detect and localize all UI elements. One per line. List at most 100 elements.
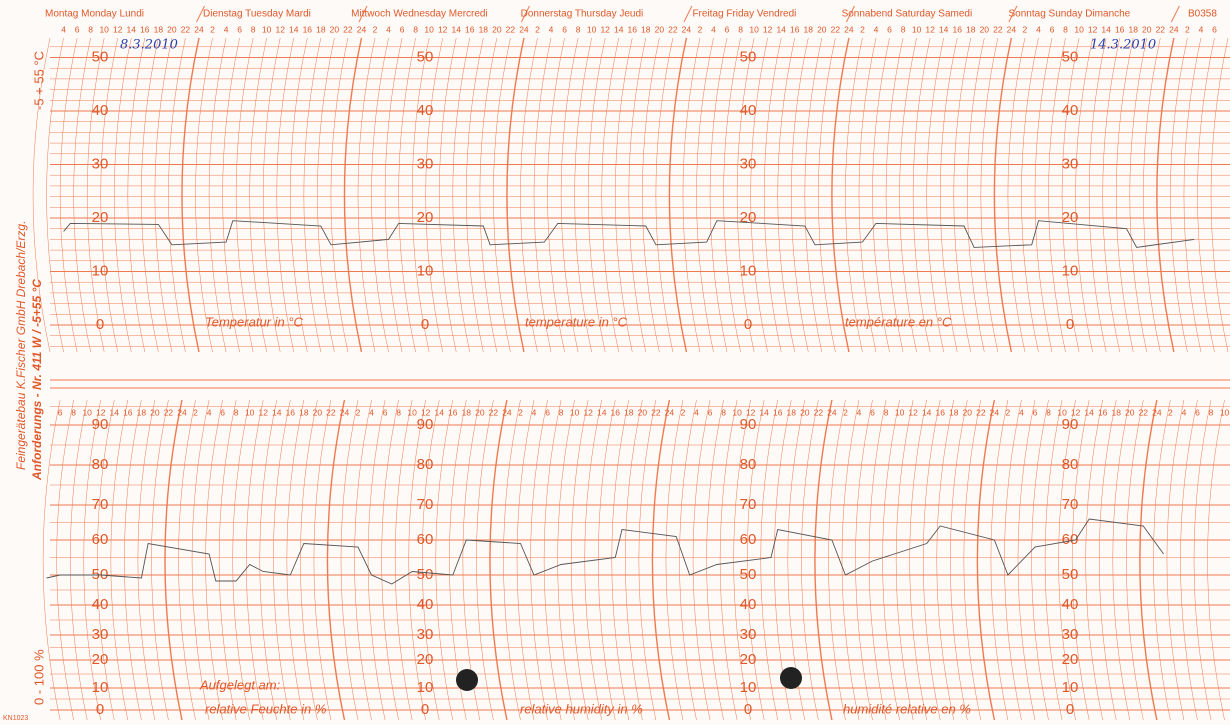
temp-scale-label: 40 <box>740 102 757 119</box>
hum-scale-label: 90 <box>740 416 757 433</box>
hour-label: 10 <box>749 24 759 34</box>
hour-label: 2 <box>860 24 865 34</box>
hour-label: 6 <box>400 24 405 34</box>
hour-label: 2 <box>1168 407 1173 417</box>
hour-label: 16 <box>1098 407 1108 417</box>
hour-label: 20 <box>167 24 177 34</box>
hour-label: 20 <box>475 407 485 417</box>
hour-label: 4 <box>857 407 862 417</box>
temp-scale-label: 40 <box>417 102 434 119</box>
hour-label: 16 <box>448 407 458 417</box>
day-label: Freitag Friday Vendredi <box>692 9 796 20</box>
hour-label: 16 <box>935 407 945 417</box>
temp-scale-label: 40 <box>92 102 109 119</box>
hour-label: 10 <box>570 407 580 417</box>
chart-paper: B0358 8.3.2010 14.3.2010 Feingerätebau K… <box>0 0 1230 725</box>
hour-label: 8 <box>738 24 743 34</box>
hour-label: 14 <box>289 24 299 34</box>
hum-scale-label: 50 <box>1062 566 1079 583</box>
hour-label: 8 <box>88 24 93 34</box>
hour-label: 4 <box>1036 24 1041 34</box>
temp-scale-label: 0 <box>96 316 104 333</box>
hum-scale-label: 30 <box>740 626 757 643</box>
maker: Feingerätebau K.Fischer GmbH Drebach/Erz… <box>14 221 28 470</box>
hour-label: 12 <box>583 407 593 417</box>
hour-label: 2 <box>1023 24 1028 34</box>
hour-label: 22 <box>668 24 678 34</box>
temp-label: Temperatur in °C <box>205 314 304 329</box>
hour-label: 18 <box>1129 24 1139 34</box>
hour-label: 24 <box>502 407 512 417</box>
hum-label: relative humidity in % <box>520 701 643 716</box>
hum-scale-label: 60 <box>92 531 109 548</box>
hour-label: 20 <box>638 407 648 417</box>
hour-label: 14 <box>1101 24 1111 34</box>
hour-label: 14 <box>922 407 932 417</box>
paper <box>0 0 1230 725</box>
hour-label: 20 <box>800 407 810 417</box>
hour-label: 14 <box>435 407 445 417</box>
hum-scale-label: 40 <box>1062 596 1079 613</box>
hour-label: 12 <box>908 407 918 417</box>
hour-label: 12 <box>1088 24 1098 34</box>
hour-label: 6 <box>725 24 730 34</box>
day-label: Dienstag Tuesday Mardi <box>203 9 311 20</box>
hour-label: 4 <box>694 407 699 417</box>
hour-label: 20 <box>980 24 990 34</box>
hour-label: 4 <box>711 24 716 34</box>
hour-label: 6 <box>708 407 713 417</box>
hour-label: 22 <box>489 407 499 417</box>
hour-label: 18 <box>1112 407 1122 417</box>
hour-label: 4 <box>549 24 554 34</box>
day-label: Sonntag Sunday Dimanche <box>1009 9 1131 20</box>
chart-code: B0358 <box>1188 9 1217 20</box>
day-label: Mittwoch Wednesday Mercredi <box>351 9 488 20</box>
hour-label: 2 <box>1006 407 1011 417</box>
hum-scale-label: 80 <box>417 456 434 473</box>
hour-label: 14 <box>110 407 120 417</box>
hum-scale-label: 30 <box>92 626 109 643</box>
temp-scale-label: 30 <box>1062 155 1079 172</box>
hour-label: 16 <box>611 407 621 417</box>
hour-label: 10 <box>262 24 272 34</box>
hour-label: 8 <box>884 407 889 417</box>
hum-scale-label: 40 <box>92 596 109 613</box>
hum-scale-label: 80 <box>92 456 109 473</box>
hum-range: 0 - 100 % <box>31 649 46 705</box>
order-number: Anforderungs - Nr. 411 W / -5+55 °C <box>30 279 44 481</box>
hum-scale-label: 50 <box>92 566 109 583</box>
hour-label: 8 <box>1063 24 1068 34</box>
hum-scale-label: 30 <box>1062 626 1079 643</box>
hour-label: 8 <box>559 407 564 417</box>
hum-scale-label: 90 <box>92 416 109 433</box>
hour-label: 6 <box>887 24 892 34</box>
hour-label: 18 <box>154 24 164 34</box>
hour-label: 4 <box>532 407 537 417</box>
hum-label: humidité relative en % <box>843 701 971 716</box>
temp-scale-label: 0 <box>744 316 752 333</box>
hour-label: 8 <box>251 24 256 34</box>
hour-label: 6 <box>1212 24 1217 34</box>
hour-label: 8 <box>721 407 726 417</box>
hour-label: 20 <box>330 24 340 34</box>
temp-scale-label: 50 <box>740 48 757 65</box>
hour-label: 22 <box>831 24 841 34</box>
temp-scale-label: 50 <box>92 48 109 65</box>
hour-label: 12 <box>763 24 773 34</box>
hour-label: 2 <box>210 24 215 34</box>
temp-scale-label: 50 <box>1062 48 1079 65</box>
hour-label: 18 <box>804 24 814 34</box>
hum-scale-label: 10 <box>740 679 757 696</box>
hour-label: 8 <box>234 407 239 417</box>
hour-label: 22 <box>1139 407 1149 417</box>
hour-label: 4 <box>61 24 66 34</box>
hour-label: 4 <box>1182 407 1187 417</box>
hour-label: 22 <box>1156 24 1166 34</box>
hour-label: 22 <box>993 24 1003 34</box>
hum-scale-label: 60 <box>740 531 757 548</box>
hour-label: 18 <box>462 407 472 417</box>
hum-scale-label: 50 <box>740 566 757 583</box>
hour-label: 2 <box>518 407 523 417</box>
hour-label: 14 <box>597 407 607 417</box>
hour-label: 12 <box>275 24 285 34</box>
